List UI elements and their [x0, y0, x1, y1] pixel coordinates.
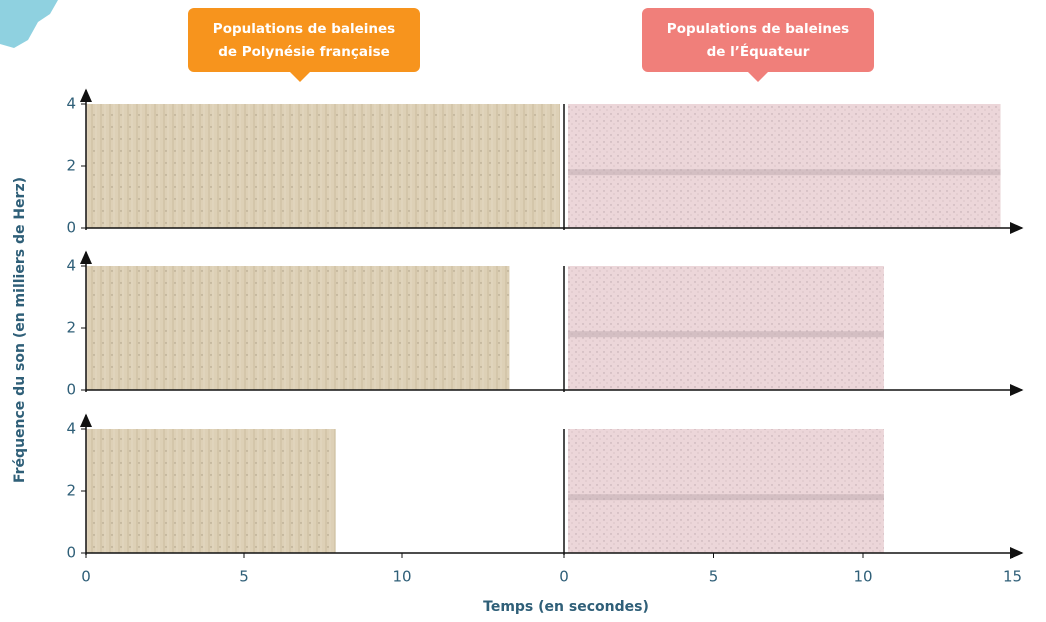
noise-band: [568, 331, 884, 338]
spectrogram-ecuador: [568, 429, 884, 553]
y-tick-label: 2: [66, 319, 76, 337]
spectrogram-polynesia: [86, 429, 336, 553]
corner-decoration: [0, 0, 58, 48]
x-axis-title: Temps (en secondes): [483, 599, 649, 615]
y-tick-label: 4: [66, 257, 76, 275]
callout-line: de Polynésie française: [218, 44, 390, 60]
callouts: Populations de baleines de Polynésie fra…: [188, 8, 874, 82]
x-tick-label: 10: [853, 568, 872, 586]
x-tick-label: 0: [81, 568, 91, 586]
callout-line: Populations de baleines: [667, 21, 849, 37]
noise-band: [568, 494, 884, 501]
callout-line: Populations de baleines: [213, 21, 395, 37]
callout-line: de l’Équateur: [707, 43, 810, 60]
spectrogram-polynesia: [86, 266, 510, 390]
callout-box: [642, 8, 874, 72]
callout-pointer: [290, 72, 310, 82]
spectrogram-ecuador: [568, 266, 884, 390]
y-axis-title: Fréquence du son (en milliers de Herz): [12, 177, 28, 483]
noise-band: [568, 169, 1001, 176]
y-tick-label: 4: [66, 95, 76, 113]
x-tick-label: 5: [239, 568, 249, 586]
y-tick-label: 4: [66, 420, 76, 438]
x-tick-label: 10: [392, 568, 411, 586]
y-tick-label: 0: [66, 544, 76, 562]
x-tick-label: 5: [709, 568, 719, 586]
x-tick-label: 15: [1003, 568, 1022, 586]
y-tick-label: 0: [66, 219, 76, 237]
y-tick-label: 2: [66, 157, 76, 175]
callout-box: [188, 8, 420, 72]
callout-pointer: [748, 72, 768, 82]
y-tick-label: 2: [66, 482, 76, 500]
x-tick-label: 0: [559, 568, 569, 586]
spectrogram-polynesia: [86, 104, 560, 228]
spectrogram-ecuador: [568, 104, 1001, 228]
y-tick-label: 0: [66, 381, 76, 399]
